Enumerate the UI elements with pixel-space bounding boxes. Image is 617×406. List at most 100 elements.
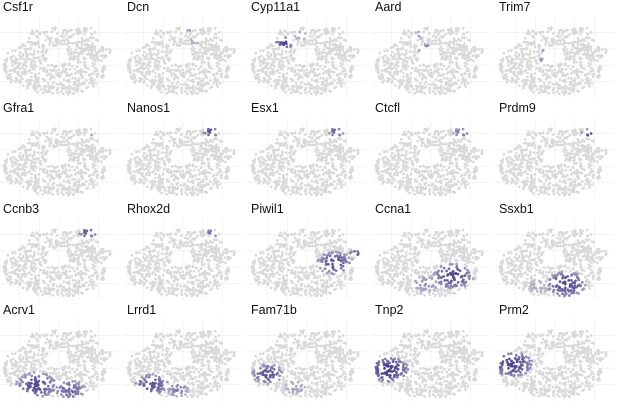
cell-point	[582, 43, 585, 47]
cell-point	[285, 146, 289, 150]
cell-point	[152, 169, 156, 173]
cell-point	[132, 76, 136, 80]
cell-point	[207, 144, 211, 148]
cell-point	[591, 69, 595, 72]
cell-point	[30, 75, 33, 79]
cell-point	[331, 40, 334, 43]
cell-point	[271, 72, 275, 76]
cell-point	[36, 40, 40, 44]
cell-point	[11, 165, 14, 168]
cell-point	[64, 169, 68, 173]
cell-point	[332, 180, 336, 183]
cell-point	[34, 41, 38, 45]
cell-point	[153, 167, 157, 170]
cell-point	[97, 159, 100, 163]
cell-point	[310, 35, 314, 39]
cell-point	[282, 88, 285, 92]
cell-point	[460, 36, 464, 39]
cell-point	[151, 158, 155, 162]
cell-point	[567, 91, 571, 95]
cell-point	[31, 67, 35, 70]
cell-point	[86, 144, 89, 148]
cell-point	[442, 73, 446, 76]
cell-point	[185, 164, 188, 167]
cell-point	[74, 28, 78, 32]
cell-point	[143, 163, 146, 166]
cell-point	[571, 84, 574, 87]
cell-point	[560, 87, 564, 90]
cell-point	[280, 56, 283, 60]
cell-point	[82, 148, 86, 152]
cell-point	[278, 179, 281, 183]
cell-point	[432, 42, 436, 46]
cell-point	[90, 76, 93, 80]
cell-point	[54, 140, 58, 143]
cell-point	[430, 83, 434, 86]
cell-point	[45, 70, 49, 74]
cell-point	[232, 51, 236, 55]
cell-point	[528, 49, 532, 53]
cell-point	[89, 127, 93, 131]
cell-point	[266, 81, 270, 84]
cell-point	[80, 153, 84, 157]
cell-point	[94, 182, 98, 186]
cell-point	[380, 69, 384, 72]
cell-point	[156, 63, 160, 66]
cell-point	[595, 75, 599, 78]
cell-point	[576, 70, 579, 74]
cell-point	[525, 58, 529, 62]
cell-point	[554, 75, 558, 79]
cell-point	[30, 179, 33, 183]
cell-point	[214, 32, 218, 36]
cell-point	[517, 84, 521, 88]
cell-point	[280, 59, 284, 63]
cell-point	[25, 60, 28, 64]
cell-point	[512, 70, 516, 74]
cell-point	[61, 164, 64, 167]
cell-point	[156, 157, 159, 161]
cell-point	[271, 44, 275, 48]
cell-point	[175, 92, 179, 95]
cell-point	[286, 85, 290, 88]
cell-point	[350, 53, 353, 57]
cell-point	[596, 59, 599, 63]
cell-point	[563, 35, 567, 38]
cell-point	[314, 41, 318, 45]
cell-point	[536, 54, 540, 58]
cell-point	[153, 82, 156, 85]
cell-point	[316, 41, 320, 45]
cell-point	[29, 58, 33, 62]
cell-point	[449, 52, 453, 56]
cell-point	[197, 67, 200, 71]
cell-point	[348, 46, 351, 49]
panel-dcn: Dcn	[124, 0, 242, 100]
cell-point	[410, 32, 414, 36]
cell-point	[547, 92, 551, 95]
cell-point	[19, 57, 23, 61]
cell-point	[462, 80, 466, 83]
cell-point	[189, 138, 193, 142]
cell-point	[160, 80, 164, 84]
cell-point	[556, 42, 560, 46]
cell-point	[176, 76, 179, 80]
cell-point	[575, 60, 578, 64]
cell-point	[191, 153, 195, 157]
cell-point	[34, 142, 38, 146]
cell-point	[62, 39, 66, 43]
cell-point	[579, 57, 583, 60]
cell-point	[153, 63, 157, 66]
cell-point	[190, 142, 194, 146]
cell-point	[262, 157, 265, 161]
cell-point	[528, 59, 532, 63]
cell-point	[149, 180, 152, 184]
cell-point	[140, 173, 144, 177]
cell-point	[25, 79, 28, 83]
cell-point	[73, 76, 77, 80]
cell-point	[200, 30, 204, 34]
cell-point	[269, 84, 273, 88]
cell-point	[95, 75, 99, 79]
cell-point	[191, 146, 195, 150]
cell-point	[463, 82, 467, 86]
cell-point	[428, 91, 432, 95]
cell-point	[348, 59, 351, 63]
